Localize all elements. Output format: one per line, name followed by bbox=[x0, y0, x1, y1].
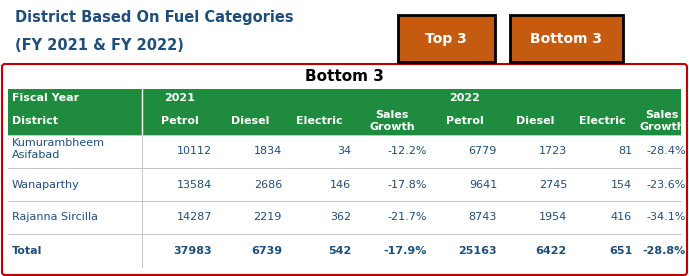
Text: -21.7%: -21.7% bbox=[387, 213, 427, 222]
Text: Diesel: Diesel bbox=[231, 116, 269, 126]
Text: 6422: 6422 bbox=[536, 245, 567, 256]
Text: -34.1%: -34.1% bbox=[646, 213, 686, 222]
Text: 146: 146 bbox=[330, 179, 351, 190]
Text: Petrol: Petrol bbox=[446, 116, 484, 126]
Text: 2022: 2022 bbox=[449, 93, 480, 103]
Text: 6739: 6739 bbox=[251, 245, 282, 256]
Text: 2686: 2686 bbox=[254, 179, 282, 190]
Text: 154: 154 bbox=[611, 179, 632, 190]
Text: 651: 651 bbox=[609, 245, 632, 256]
Text: -23.6%: -23.6% bbox=[646, 179, 686, 190]
Text: 10112: 10112 bbox=[177, 147, 212, 156]
Text: Wanaparthy: Wanaparthy bbox=[12, 179, 80, 190]
Text: Sales
Growth: Sales Growth bbox=[639, 110, 685, 132]
Text: Electric: Electric bbox=[296, 116, 343, 126]
Text: Kumurambheem
Asifabad: Kumurambheem Asifabad bbox=[12, 138, 105, 160]
Text: -12.2%: -12.2% bbox=[387, 147, 427, 156]
Text: 2219: 2219 bbox=[254, 213, 282, 222]
Text: Top 3: Top 3 bbox=[425, 32, 467, 46]
Text: 542: 542 bbox=[328, 245, 351, 256]
Text: Diesel: Diesel bbox=[516, 116, 554, 126]
Text: 25163: 25163 bbox=[458, 245, 497, 256]
Text: District: District bbox=[12, 116, 58, 126]
Text: Fiscal Year: Fiscal Year bbox=[12, 93, 79, 103]
Text: District Based On Fuel Categories: District Based On Fuel Categories bbox=[15, 10, 294, 25]
Text: -28.8%: -28.8% bbox=[643, 245, 686, 256]
Text: 14287: 14287 bbox=[176, 213, 212, 222]
Text: Bottom 3: Bottom 3 bbox=[305, 69, 384, 84]
Text: -17.9%: -17.9% bbox=[384, 245, 427, 256]
Text: 6779: 6779 bbox=[469, 147, 497, 156]
Text: 1723: 1723 bbox=[539, 147, 567, 156]
Text: Total: Total bbox=[12, 245, 43, 256]
Bar bbox=[510, 15, 623, 62]
Text: -17.8%: -17.8% bbox=[387, 179, 427, 190]
Text: Bottom 3: Bottom 3 bbox=[530, 32, 602, 46]
Text: 362: 362 bbox=[330, 213, 351, 222]
Text: 81: 81 bbox=[618, 147, 632, 156]
Text: 1834: 1834 bbox=[254, 147, 282, 156]
Text: 9641: 9641 bbox=[469, 179, 497, 190]
Text: Electric: Electric bbox=[579, 116, 626, 126]
Text: 34: 34 bbox=[337, 147, 351, 156]
Bar bbox=[398, 15, 495, 62]
Text: 416: 416 bbox=[611, 213, 632, 222]
Text: -28.4%: -28.4% bbox=[646, 147, 686, 156]
Text: 1954: 1954 bbox=[539, 213, 567, 222]
Text: Rajanna Sircilla: Rajanna Sircilla bbox=[12, 213, 98, 222]
Bar bbox=[8, 89, 681, 135]
Text: Petrol: Petrol bbox=[161, 116, 199, 126]
FancyBboxPatch shape bbox=[2, 64, 687, 275]
Text: 13584: 13584 bbox=[177, 179, 212, 190]
Text: 2745: 2745 bbox=[539, 179, 567, 190]
Text: 37983: 37983 bbox=[174, 245, 212, 256]
Text: Sales
Growth: Sales Growth bbox=[369, 110, 415, 132]
Text: 8743: 8743 bbox=[469, 213, 497, 222]
Text: 2021: 2021 bbox=[165, 93, 196, 103]
Text: (FY 2021 & FY 2022): (FY 2021 & FY 2022) bbox=[15, 38, 184, 53]
